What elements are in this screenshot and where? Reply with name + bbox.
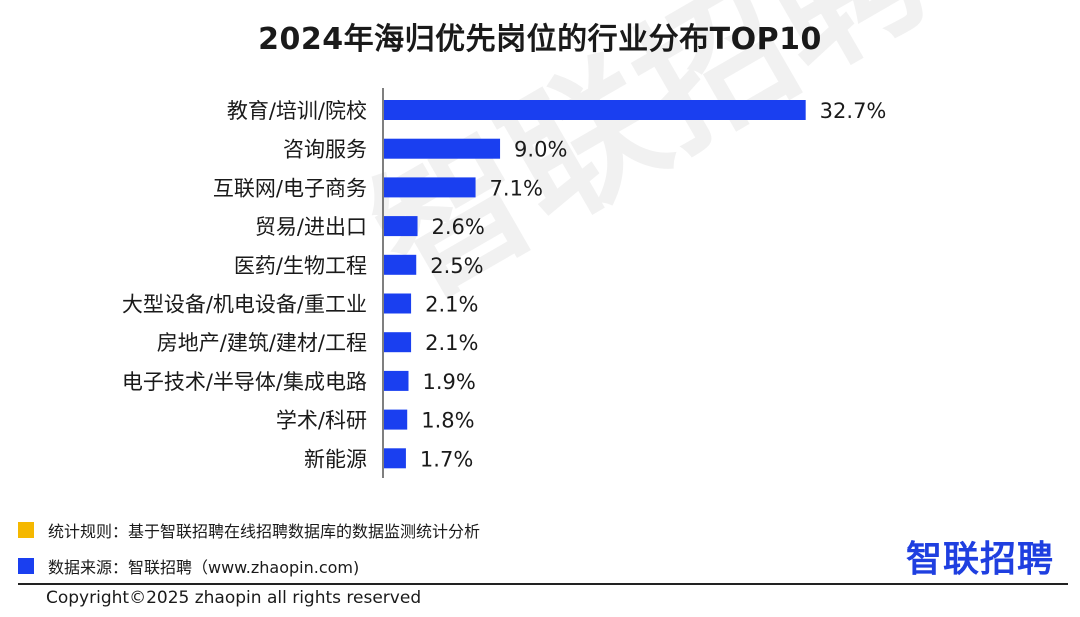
value-label: 1.8% bbox=[421, 409, 474, 433]
bar bbox=[384, 254, 417, 275]
bar bbox=[384, 138, 501, 159]
category-label: 电子技术/半导体/集成电路 bbox=[122, 370, 367, 394]
category-label: 贸易/进出口 bbox=[255, 215, 367, 239]
value-label: 32.7% bbox=[820, 99, 887, 123]
bar bbox=[384, 293, 412, 314]
bar bbox=[384, 370, 409, 391]
bar bbox=[384, 332, 412, 353]
category-label: 教育/培训/院校 bbox=[227, 99, 367, 123]
bar bbox=[384, 177, 476, 198]
chart-title: 2024年海归优先岗位的行业分布TOP10 bbox=[258, 22, 822, 57]
value-label: 1.9% bbox=[423, 370, 476, 394]
category-label: 学术/科研 bbox=[276, 409, 367, 433]
value-label: 2.6% bbox=[432, 215, 485, 239]
brand-logo: 智联招聘 bbox=[906, 539, 1055, 580]
note-rule: 统计规则：基于智联招聘在线招聘数据库的数据监测统计分析 bbox=[18, 518, 480, 542]
note-rule-text: 统计规则：基于智联招聘在线招聘数据库的数据监测统计分析 bbox=[48, 522, 481, 541]
bar bbox=[384, 409, 408, 430]
footer-divider bbox=[18, 583, 1068, 585]
value-label: 7.1% bbox=[490, 176, 543, 200]
category-label: 咨询服务 bbox=[283, 138, 367, 162]
category-label: 互联网/电子商务 bbox=[213, 176, 367, 200]
note-source-swatch bbox=[18, 558, 34, 574]
bar bbox=[384, 100, 806, 120]
bar bbox=[384, 448, 406, 469]
value-label: 9.0% bbox=[514, 138, 567, 162]
value-label: 2.1% bbox=[425, 293, 478, 317]
category-label: 大型设备/机电设备/重工业 bbox=[122, 293, 367, 317]
copyright-text: Copyright©2025 zhaopin all rights reserv… bbox=[46, 588, 422, 608]
category-label: 房地产/建筑/建材/工程 bbox=[157, 331, 367, 355]
note-source-text: 数据来源：智联招聘（www.zhaopin.com) bbox=[48, 558, 360, 577]
category-label: 医药/生物工程 bbox=[234, 254, 367, 278]
value-label: 2.5% bbox=[430, 254, 483, 278]
value-label: 2.1% bbox=[425, 331, 478, 355]
bar-chart: 教育/培训/院校 32.7% 咨询服务 9.0% 互联网/电子商务 7.1% 贸易/进出口 2… bbox=[122, 88, 887, 478]
note-rule-swatch bbox=[18, 522, 34, 538]
note-source: 数据来源：智联招聘（www.zhaopin.com) bbox=[18, 554, 359, 578]
bar bbox=[384, 216, 418, 237]
category-label: 新能源 bbox=[304, 447, 367, 471]
value-label: 1.7% bbox=[420, 447, 473, 471]
